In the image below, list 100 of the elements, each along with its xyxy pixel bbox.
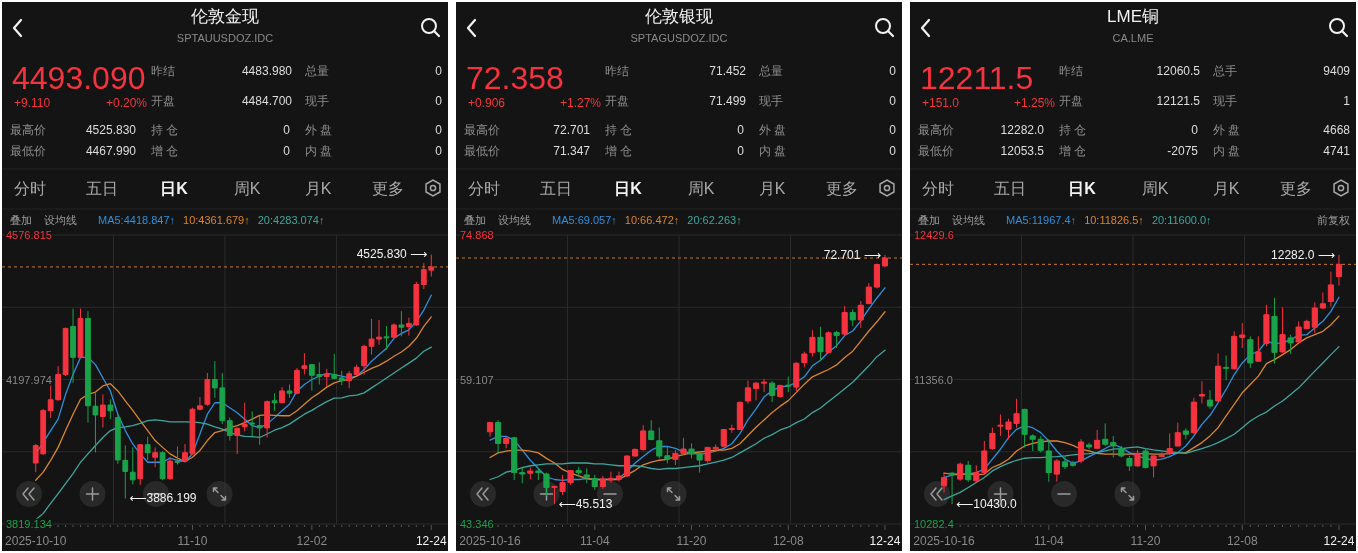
text: 叠加 <box>10 214 32 226</box>
text: 0 <box>737 144 745 158</box>
text: 71.452 <box>709 64 747 78</box>
text: 分时 <box>14 180 46 197</box>
x-tick-label: 12-08 <box>1226 534 1258 548</box>
text: 0 <box>889 64 897 78</box>
annotation: ⟵45.513 <box>558 497 613 512</box>
text: MA5:11967.4↑ <box>1006 214 1077 226</box>
text: 12053.5 <box>1000 144 1045 158</box>
text: 0 <box>889 123 897 137</box>
y-tick-label: 74.868 <box>460 229 494 241</box>
candlestick <box>1247 335 1254 369</box>
candlestick <box>391 322 397 339</box>
text: 前复权 <box>1317 214 1350 226</box>
text: 持 仓 <box>1059 123 1087 137</box>
chart-title: 伦敦银现 <box>645 7 713 26</box>
candlestick <box>100 393 106 429</box>
text: 月K <box>304 180 332 197</box>
text: +0.20% <box>105 96 148 110</box>
text: 叠加 <box>918 214 940 226</box>
candlestick <box>62 327 69 377</box>
candlestick <box>1190 397 1197 435</box>
candlestick <box>849 308 856 327</box>
candlestick <box>1335 254 1343 287</box>
text: 0 <box>435 123 443 137</box>
candlestick <box>338 370 345 386</box>
candlestick <box>1255 335 1262 362</box>
text: +151.0 <box>922 96 960 110</box>
x-tick-label: 12-08 <box>772 534 804 548</box>
text: 最低价 <box>918 144 954 158</box>
chart-subtitle: SPTAGUSDOZ.IDC <box>630 32 728 44</box>
annotation: ⟵3886.199 <box>129 491 197 506</box>
candlestick <box>346 370 353 389</box>
text: 总量 <box>758 64 783 78</box>
candlestick <box>1214 353 1222 403</box>
candlestick <box>785 376 792 393</box>
x-tick-label: 12-24 <box>869 534 901 548</box>
candlestick <box>607 471 615 484</box>
text: 日K <box>1068 180 1097 197</box>
annotation: ⟵10430.0 <box>956 497 1017 512</box>
text: 现手 <box>305 94 329 108</box>
text: 周K <box>687 180 715 197</box>
candlestick <box>1069 460 1077 468</box>
x-tick-label: 11-20 <box>676 534 707 548</box>
candlestick <box>535 467 542 481</box>
x-tick-label: 11-10 <box>177 534 208 548</box>
text: 0 <box>889 144 897 158</box>
candlestick <box>197 396 203 411</box>
candlestick <box>256 415 263 446</box>
text: 外 盘 <box>1213 123 1241 137</box>
x-tick-label: 12-24 <box>415 534 447 548</box>
text: 20:11600.0↑ <box>1151 214 1212 226</box>
y-tick-label: 59.107 <box>460 373 494 386</box>
text: 4668 <box>1323 123 1351 137</box>
y-tick-label: 4197.974 <box>6 373 52 386</box>
candlestick <box>640 424 647 452</box>
candlestick <box>1223 355 1230 381</box>
candlestick <box>1231 330 1238 371</box>
text: 4484.700 <box>241 94 293 108</box>
candlestick <box>760 378 768 393</box>
y-tick-label: 10282.4 <box>914 518 954 530</box>
candlestick <box>286 383 293 399</box>
candlestick <box>152 446 159 468</box>
candlestick <box>361 344 367 376</box>
text: 最低价 <box>10 144 46 158</box>
candlestick <box>144 436 151 461</box>
candlestick <box>77 308 84 359</box>
candlestick <box>1295 320 1302 344</box>
annotation: 12282.0 ⟶ <box>1271 247 1335 262</box>
candlestick <box>1102 422 1109 447</box>
text: 开盘 <box>151 94 175 108</box>
candlestick <box>1182 427 1189 440</box>
candlestick <box>486 421 494 438</box>
y-tick-label: 3819.134 <box>6 518 52 530</box>
text: 五日 <box>86 180 118 197</box>
text: 周K <box>1141 180 1169 197</box>
candlestick <box>543 472 550 497</box>
text: 外 盘 <box>305 123 333 137</box>
text: 增 仓 <box>1058 144 1087 158</box>
text: 4467.990 <box>85 144 137 158</box>
candlestick <box>940 472 948 493</box>
text: 0 <box>889 94 897 108</box>
candlestick <box>744 379 752 405</box>
text: 最低价 <box>464 144 500 158</box>
text: 0 <box>1191 123 1199 137</box>
candlestick <box>527 466 534 480</box>
text: 开盘 <box>605 94 629 108</box>
candlestick <box>1174 422 1181 448</box>
text: 72.701 <box>553 123 591 137</box>
text: +9.110 <box>14 96 51 110</box>
candlestick <box>323 368 330 388</box>
text: 20:62.263↑ <box>687 214 742 226</box>
text: 增 仓 <box>150 144 179 158</box>
candlestick <box>1311 301 1318 334</box>
candlestick <box>85 310 91 424</box>
candlestick <box>70 308 76 384</box>
text: 0 <box>737 123 745 137</box>
candlestick <box>1029 433 1036 452</box>
candlestick <box>519 466 526 484</box>
candlestick <box>1086 442 1093 450</box>
